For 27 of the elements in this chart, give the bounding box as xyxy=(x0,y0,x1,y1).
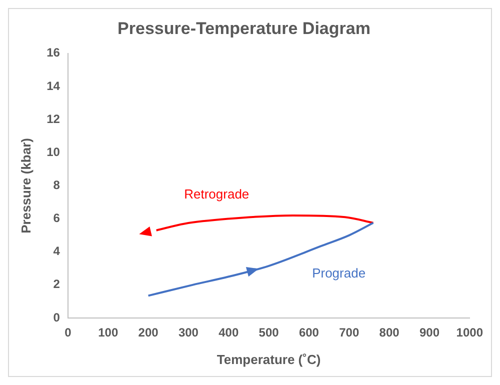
y-tick-label: 2 xyxy=(53,277,60,292)
line-series xyxy=(155,214,374,232)
y-tick-label: 14 xyxy=(46,78,60,93)
x-tick-label: 400 xyxy=(218,326,239,340)
x-tick-label: 300 xyxy=(178,326,199,340)
y-tick-label: 4 xyxy=(53,244,60,258)
x-tick-label: 600 xyxy=(298,326,320,340)
line-series xyxy=(147,222,374,297)
y-tick-label: 8 xyxy=(53,178,60,192)
series-label: Retrograde xyxy=(184,186,250,202)
x-tick-label: 0 xyxy=(64,326,72,340)
x-tick-label: 1000 xyxy=(456,326,484,340)
y-tick-label: 12 xyxy=(46,112,60,126)
chart-title: Pressure-Temperature Diagram xyxy=(118,18,370,38)
x-tick-label: 100 xyxy=(98,326,118,340)
series-label: Prograde xyxy=(312,265,366,280)
y-axis-title: Pressure (kbar) xyxy=(18,138,34,234)
y-tick-label: 6 xyxy=(53,211,60,226)
x-tick-label: 900 xyxy=(419,326,440,340)
y-tick-label: 0 xyxy=(53,310,60,324)
x-tick-label: 700 xyxy=(339,326,360,340)
y-tick-label: 16 xyxy=(46,46,60,60)
x-tick-label: 200 xyxy=(138,326,159,340)
x-tick-label: 500 xyxy=(258,326,280,340)
y-tick-label: 10 xyxy=(46,144,60,159)
x-axis-title: Temperature (˚C) xyxy=(216,352,321,367)
x-tick-label: 800 xyxy=(379,326,400,340)
